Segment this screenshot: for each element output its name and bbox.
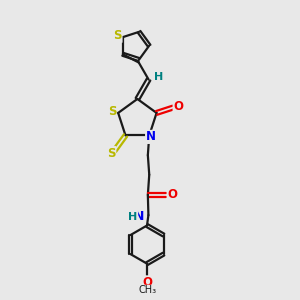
Text: O: O <box>167 188 177 201</box>
Text: S: S <box>108 105 116 118</box>
Text: O: O <box>173 100 183 113</box>
Text: S: S <box>113 29 122 42</box>
Text: O: O <box>142 276 153 289</box>
Text: S: S <box>107 147 116 160</box>
Text: N: N <box>134 210 144 223</box>
Text: N: N <box>146 130 156 143</box>
Text: H: H <box>128 212 138 221</box>
Text: CH₃: CH₃ <box>139 285 157 295</box>
Text: H: H <box>154 72 163 82</box>
